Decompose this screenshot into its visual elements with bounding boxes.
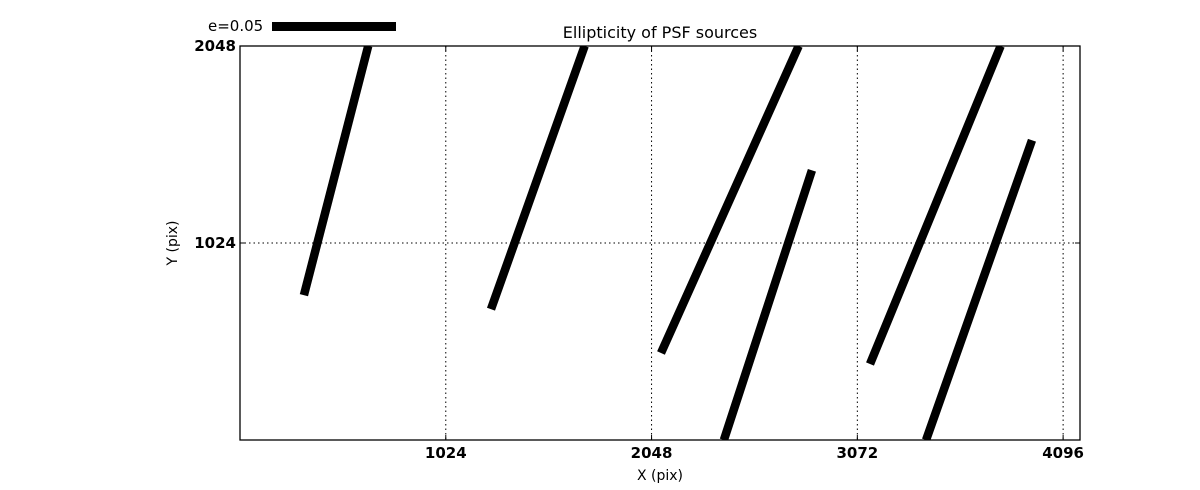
y-tick-label: 2048 (194, 36, 236, 55)
x-tick-label: 4096 (1042, 444, 1084, 462)
x-tick-label: 2048 (630, 444, 673, 462)
legend-label: e=0.05 (208, 17, 264, 35)
x-tick-label: 3072 (836, 444, 879, 462)
whisker-segments (299, 46, 1036, 440)
whisker-4 (719, 168, 816, 440)
whisker-3 (657, 46, 803, 355)
legend: e=0.05 (208, 17, 397, 35)
whisker-6 (922, 138, 1036, 440)
whisker-1 (299, 46, 373, 297)
whisker-2 (486, 46, 589, 311)
axes-border (239, 45, 1081, 441)
y-tick-label: 1024 (194, 233, 236, 252)
x-tick-label: 1024 (424, 444, 467, 462)
chart-title: Ellipticity of PSF sources (562, 23, 758, 42)
x-axis-label: X (pix) (636, 468, 684, 484)
legend-line-sample (272, 22, 397, 31)
whisker-5 (866, 46, 1005, 366)
